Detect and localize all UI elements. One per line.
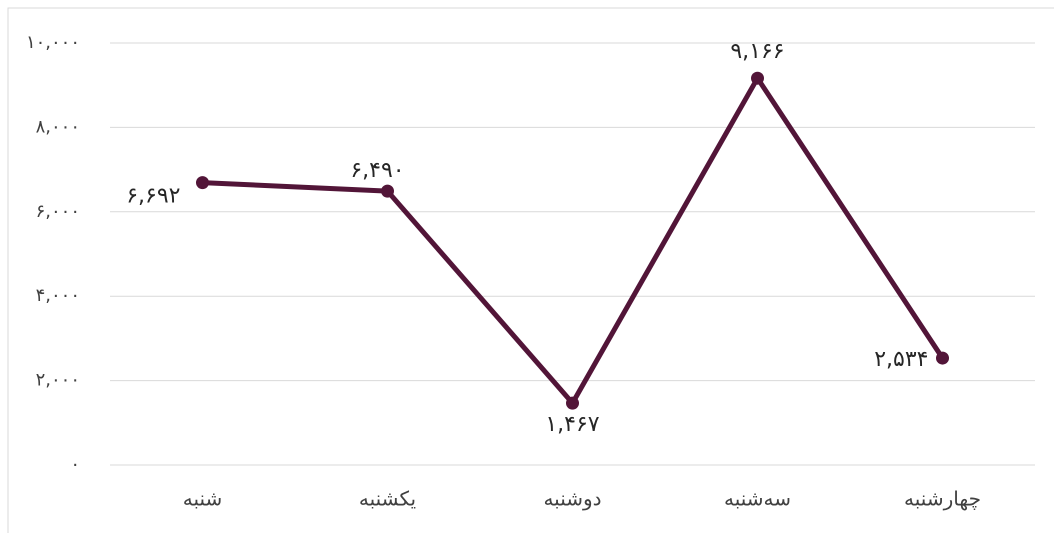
x-tick-label: سه‌شنبه — [724, 487, 791, 511]
y-tick-label: ۴,۰۰۰ — [36, 285, 80, 306]
marker — [381, 184, 394, 198]
chart-frame — [7, 7, 1054, 533]
y-tick-label: ۲,۰۰۰ — [36, 370, 80, 391]
data-label: ۲,۵۳۴ — [874, 347, 928, 372]
y-tick-label: ۱۰,۰۰۰ — [26, 32, 80, 53]
y-tick-label: ۸,۰۰۰ — [36, 116, 80, 137]
x-tick-label: دوشنبه — [543, 487, 601, 511]
data-label: ۱,۴۶۷ — [545, 412, 599, 437]
data-label: ۶,۴۹۰ — [350, 158, 404, 183]
y-tick-label: ۰ — [70, 454, 80, 475]
x-tick-label: یکشنبه — [359, 487, 416, 511]
y-tick-label: ۶,۰۰۰ — [36, 201, 80, 222]
marker — [751, 71, 764, 85]
marker — [936, 351, 949, 365]
data-label: ۹,۱۶۶ — [730, 39, 784, 64]
x-tick-label: شنبه — [183, 487, 223, 511]
marker — [196, 176, 209, 190]
marker — [566, 396, 579, 410]
data-label: ۶,۶۹۲ — [126, 184, 180, 209]
x-tick-label: چهارشنبه — [904, 487, 981, 511]
